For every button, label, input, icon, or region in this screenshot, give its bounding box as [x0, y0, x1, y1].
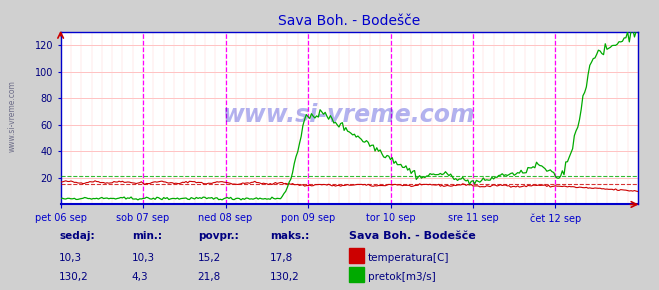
Text: 130,2: 130,2 — [270, 272, 300, 282]
Title: Sava Boh. - Bodešče: Sava Boh. - Bodešče — [278, 14, 420, 28]
Text: Sava Boh. - Bodešče: Sava Boh. - Bodešče — [349, 231, 476, 241]
Text: povpr.:: povpr.: — [198, 231, 239, 241]
Text: 4,3: 4,3 — [132, 272, 148, 282]
Text: 10,3: 10,3 — [59, 253, 82, 263]
Text: www.si-vreme.com: www.si-vreme.com — [223, 103, 476, 127]
Text: temperatura[C]: temperatura[C] — [368, 253, 449, 263]
Text: 130,2: 130,2 — [59, 272, 89, 282]
Text: www.si-vreme.com: www.si-vreme.com — [8, 80, 17, 152]
Text: 21,8: 21,8 — [198, 272, 221, 282]
Text: maks.:: maks.: — [270, 231, 310, 241]
Text: 10,3: 10,3 — [132, 253, 155, 263]
Text: pretok[m3/s]: pretok[m3/s] — [368, 272, 436, 282]
Text: sedaj:: sedaj: — [59, 231, 95, 241]
Text: min.:: min.: — [132, 231, 162, 241]
Text: 15,2: 15,2 — [198, 253, 221, 263]
Text: 17,8: 17,8 — [270, 253, 293, 263]
